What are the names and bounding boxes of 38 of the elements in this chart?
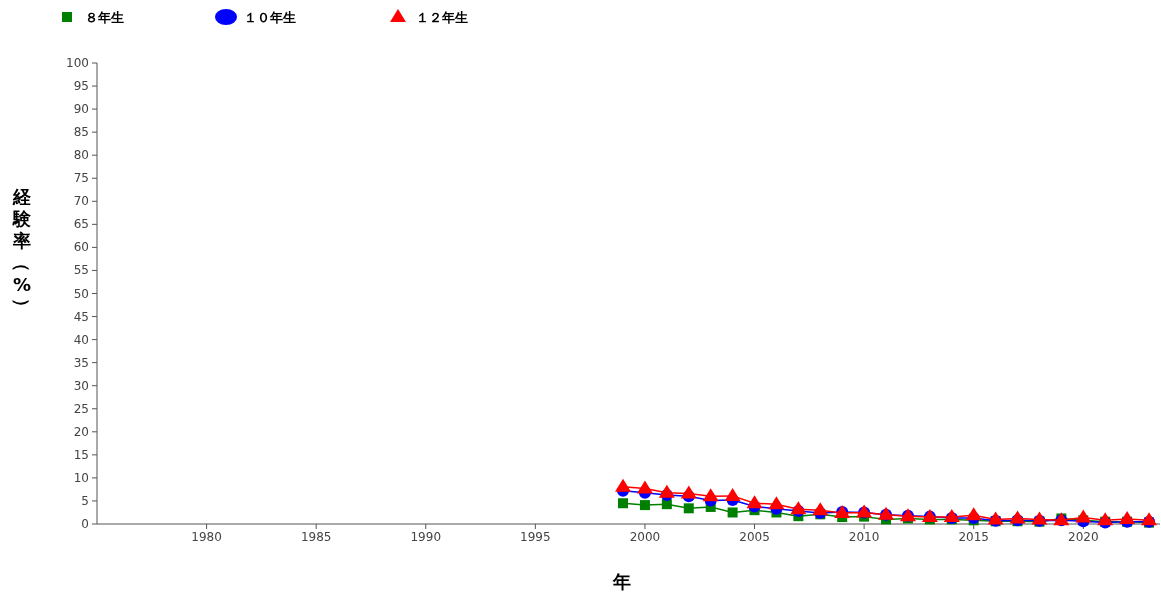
y-tick-label: 15 bbox=[73, 447, 89, 462]
y-tick-label: 75 bbox=[73, 171, 89, 186]
y-tick-label: 0 bbox=[81, 517, 89, 531]
x-tick-label: 2005 bbox=[739, 530, 770, 544]
y-tick-label: 5 bbox=[81, 493, 89, 508]
y-tick-label: 40 bbox=[73, 332, 89, 347]
y-tick-label: 50 bbox=[73, 286, 89, 301]
y-tick-label: 55 bbox=[73, 263, 89, 278]
y-tick-label: 60 bbox=[73, 240, 89, 255]
x-tick-label: 2000 bbox=[629, 530, 661, 544]
y-axis-title: 経験率（%） bbox=[12, 186, 33, 316]
x-tick-label: 2020 bbox=[1068, 530, 1099, 544]
y-tick-label: 20 bbox=[73, 424, 89, 439]
x-tick-label: 1990 bbox=[410, 530, 442, 544]
legend-item: １０年生 bbox=[215, 9, 296, 25]
y-tick-label: 90 bbox=[73, 102, 89, 117]
x-tick-label: 2015 bbox=[958, 530, 989, 544]
y-tick-label: 45 bbox=[73, 309, 89, 324]
x-tick-label: 1995 bbox=[520, 530, 551, 544]
y-tick-label: 95 bbox=[73, 79, 89, 94]
legend-label: ８年生 bbox=[85, 10, 124, 25]
y-tick-label: 35 bbox=[73, 355, 89, 370]
x-tick-label: 1980 bbox=[191, 530, 222, 544]
y-tick-label: 30 bbox=[73, 378, 89, 393]
y-tick-label: 100 bbox=[66, 56, 89, 70]
y-tick-label: 70 bbox=[73, 194, 89, 209]
y-tick-label: 65 bbox=[73, 217, 89, 232]
x-tick-label: 1985 bbox=[300, 530, 332, 544]
x-axis-title: 年 bbox=[612, 571, 631, 592]
legend-label: １２年生 bbox=[416, 10, 468, 25]
legend-item: １２年生 bbox=[390, 9, 468, 25]
y-tick-label: 25 bbox=[73, 401, 89, 416]
y-tick-label: 10 bbox=[73, 470, 89, 485]
y-tick-label: 80 bbox=[73, 148, 89, 163]
legend-label: １０年生 bbox=[244, 10, 296, 25]
legend-item: ８年生 bbox=[62, 10, 124, 25]
x-tick-label: 2010 bbox=[848, 530, 880, 544]
y-tick-label: 85 bbox=[73, 125, 89, 140]
